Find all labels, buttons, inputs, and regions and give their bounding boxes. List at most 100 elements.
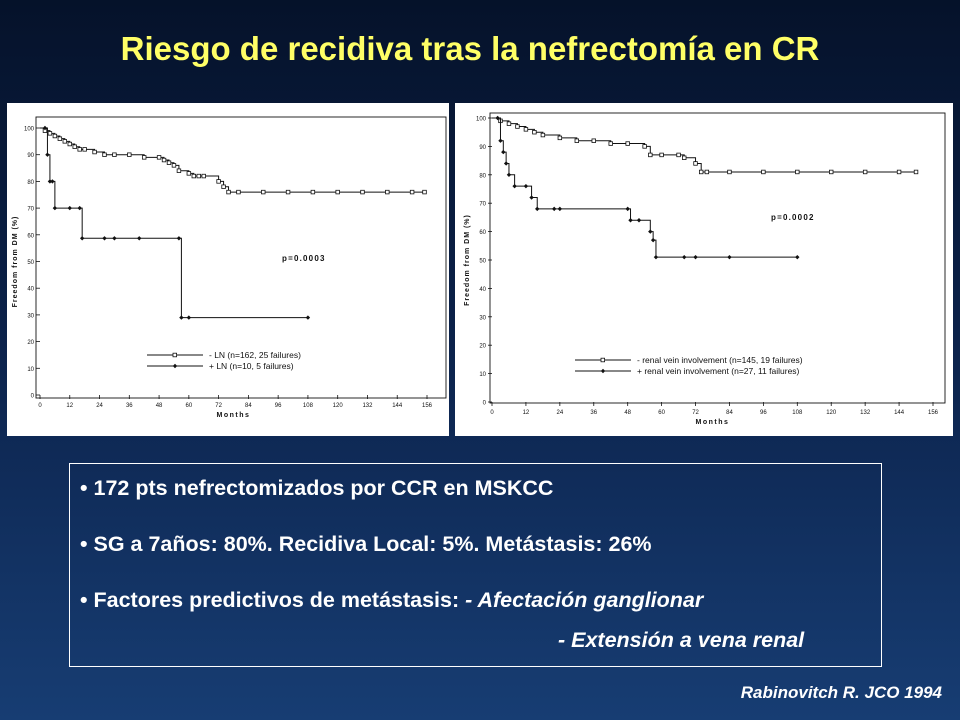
censor-marker xyxy=(761,169,766,175)
censor-marker xyxy=(285,189,291,195)
censor-marker xyxy=(102,152,107,157)
censor-marker xyxy=(186,171,192,176)
censor-marker xyxy=(795,169,800,175)
censor-marker xyxy=(176,236,182,241)
censor-marker xyxy=(591,138,596,143)
x-tick-label: 72 xyxy=(215,403,222,409)
x-axis-label: Months xyxy=(696,419,730,426)
survival-curve-negative xyxy=(492,117,917,173)
censor-marker xyxy=(650,237,656,243)
censor-marker xyxy=(653,254,659,260)
legend-marker xyxy=(600,368,606,374)
censor-marker xyxy=(112,152,117,157)
y-tick-label: 40 xyxy=(479,287,486,293)
y-tick-label: 20 xyxy=(479,344,486,350)
bullet-survival: • SG a 7años: 80%. Recidiva Local: 5%. M… xyxy=(80,532,652,556)
p-value-annotation: p=0.0003 xyxy=(282,254,326,263)
censor-marker xyxy=(52,205,58,211)
censor-marker xyxy=(216,179,221,184)
y-tick-label: 50 xyxy=(479,259,486,265)
y-tick-label: 80 xyxy=(479,173,486,179)
censor-marker xyxy=(693,254,698,260)
slide-title: Riesgo de recidiva tras la nefrectomía e… xyxy=(120,30,820,67)
x-tick-label: 132 xyxy=(362,403,373,409)
censor-marker xyxy=(495,115,500,121)
x-tick-label: 60 xyxy=(186,403,193,409)
censor-marker xyxy=(532,129,537,135)
bullet-predictors-label: • Factores predictivos de metástasis: xyxy=(80,588,466,612)
y-tick-label: 20 xyxy=(27,340,34,346)
censor-marker xyxy=(112,236,117,241)
censor-marker xyxy=(50,179,55,184)
x-tick-label: 156 xyxy=(928,410,939,416)
y-tick-label: 100 xyxy=(24,127,35,133)
x-tick-label: 0 xyxy=(490,410,494,416)
x-tick-label: 144 xyxy=(894,410,905,416)
censor-marker xyxy=(636,218,642,223)
y-tick-label: 80 xyxy=(27,180,34,186)
censor-marker xyxy=(102,236,107,241)
predictor-renal-vein: - Extensión a vena renal xyxy=(558,628,805,652)
y-tick-label: 10 xyxy=(479,372,486,378)
censor-marker xyxy=(166,160,172,165)
x-axis-label: Months xyxy=(217,412,251,419)
censor-marker xyxy=(179,315,184,320)
censor-marker xyxy=(648,152,653,158)
censor-marker xyxy=(574,138,580,143)
legend-marker xyxy=(172,363,178,369)
censor-marker xyxy=(693,161,698,166)
censor-marker xyxy=(503,161,509,166)
censor-marker xyxy=(52,133,58,139)
censor-marker xyxy=(191,173,197,179)
censor-marker xyxy=(682,155,687,160)
bullet-predictors: • Factores predictivos de metástasis: - … xyxy=(80,588,703,613)
y-tick-label: 10 xyxy=(27,367,34,373)
censor-marker xyxy=(171,163,177,168)
legend-label: - renal vein involvement (n=145, 19 fail… xyxy=(637,355,803,365)
censor-marker xyxy=(47,131,53,136)
x-tick-label: 36 xyxy=(126,403,133,409)
censor-marker xyxy=(72,144,77,149)
summary-box: • 172 pts nefrectomizados por CCR en MSK… xyxy=(69,463,882,667)
y-tick-label: 70 xyxy=(479,202,486,208)
censor-marker xyxy=(727,254,732,260)
x-tick-label: 120 xyxy=(826,410,837,416)
censor-marker xyxy=(501,149,506,155)
x-tick-label: 12 xyxy=(66,403,73,409)
x-tick-label: 96 xyxy=(275,403,282,409)
censor-marker xyxy=(186,315,192,320)
censor-marker xyxy=(829,169,834,175)
censor-marker xyxy=(551,206,557,212)
censor-marker xyxy=(682,254,687,260)
y-tick-label: 40 xyxy=(27,287,34,293)
x-tick-label: 0 xyxy=(38,403,42,409)
censor-marker xyxy=(62,139,68,144)
y-axis-label: Freedom from DM (%) xyxy=(12,216,19,308)
censor-marker xyxy=(77,147,82,152)
y-tick-label: 90 xyxy=(479,145,486,151)
censor-marker xyxy=(540,132,546,138)
y-tick-label: 70 xyxy=(27,207,34,213)
censor-marker xyxy=(676,152,681,158)
legend-marker xyxy=(600,357,605,363)
censor-marker xyxy=(913,169,919,175)
x-tick-label: 84 xyxy=(726,410,733,416)
censor-marker xyxy=(360,189,365,195)
y-tick-label: 30 xyxy=(479,315,486,321)
censor-marker xyxy=(422,189,427,195)
x-tick-label: 24 xyxy=(557,410,564,416)
x-tick-label: 60 xyxy=(658,410,665,416)
y-tick-label: 90 xyxy=(27,153,34,159)
y-tick-label: 50 xyxy=(27,260,34,266)
predictor-lymph-node: - Afectación ganglionar xyxy=(465,588,704,612)
legend-marker xyxy=(172,352,177,358)
censor-marker xyxy=(625,141,630,146)
censor-marker xyxy=(310,189,316,195)
x-tick-label: 24 xyxy=(96,403,103,409)
censor-marker xyxy=(648,229,653,234)
censor-marker xyxy=(727,169,732,175)
censor-marker xyxy=(862,169,868,175)
censor-marker xyxy=(79,236,85,241)
censor-marker xyxy=(523,127,529,132)
km-chart-lymph-node: 0 10 20 30 40 50 60 70 80 90 100 0 12 24 36 48 60 72 84 96 1… xyxy=(7,103,449,436)
